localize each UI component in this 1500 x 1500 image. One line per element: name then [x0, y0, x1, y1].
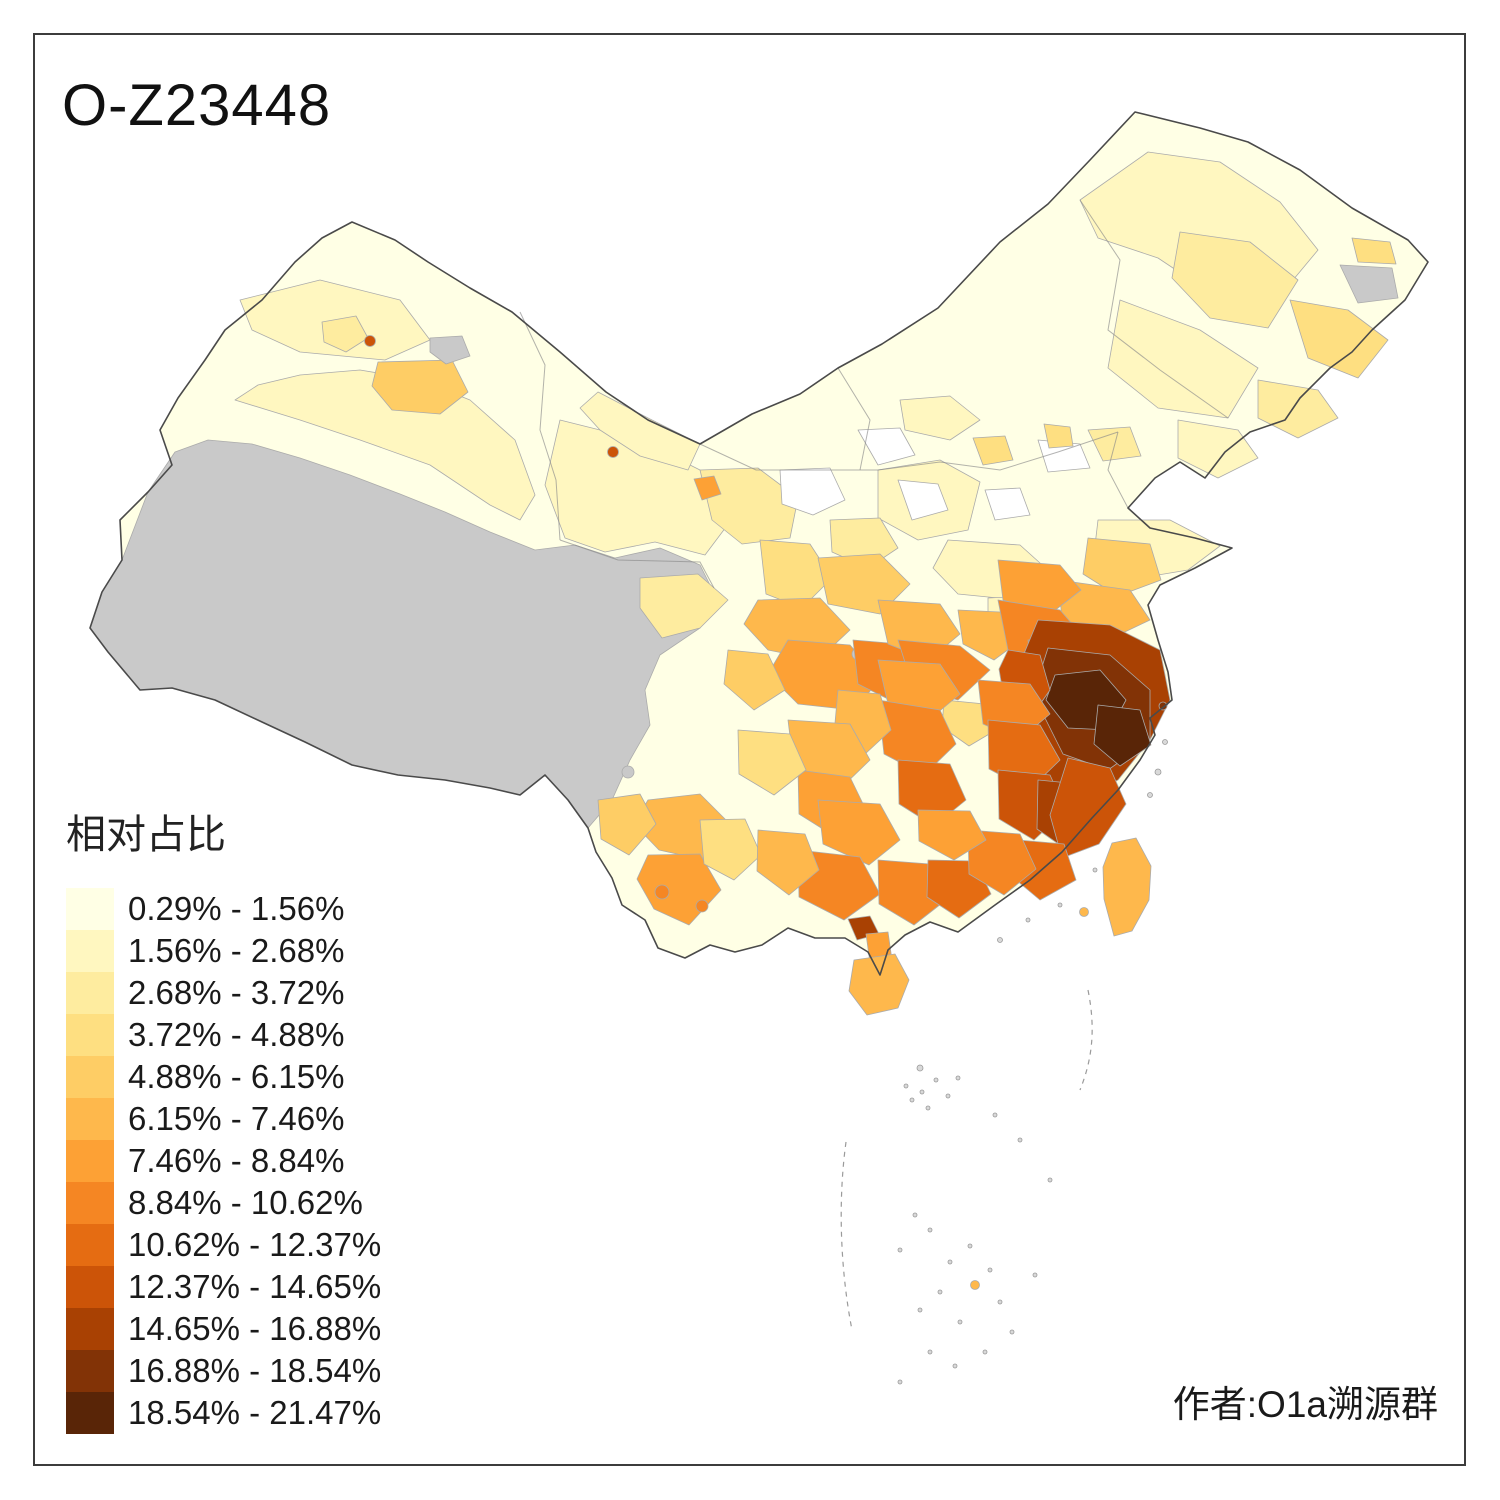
legend-label: 16.88% - 18.54% [128, 1352, 382, 1389]
map-region [737, 729, 807, 796]
map-region [897, 479, 949, 521]
map-region [917, 809, 987, 861]
legend-swatch [66, 888, 114, 930]
legend-swatch [66, 1182, 114, 1224]
map-region [779, 467, 846, 516]
map-region [364, 335, 376, 347]
map-region [1177, 419, 1259, 479]
map-region [877, 699, 957, 776]
map-region [1351, 237, 1397, 265]
legend-swatch [66, 1014, 114, 1056]
map-region [699, 467, 799, 545]
map-region [756, 829, 820, 896]
map-region [621, 765, 635, 779]
legend-label: 6.15% - 7.46% [128, 1100, 345, 1137]
legend-label: 4.88% - 6.15% [128, 1058, 345, 1095]
legend-label: 0.29% - 1.56% [128, 890, 345, 927]
map-region [1289, 299, 1389, 379]
map-region [1257, 379, 1339, 439]
legend-label: 10.62% - 12.37% [128, 1226, 382, 1263]
map-region [817, 553, 911, 615]
hainan-island [848, 953, 910, 1016]
map-region [1082, 537, 1162, 597]
legend-item: 3.72% - 4.88% [66, 1014, 381, 1056]
legend-label: 8.84% - 10.62% [128, 1184, 363, 1221]
national-boundary [89, 111, 1429, 976]
legend-swatch [66, 930, 114, 972]
legend-item: 18.54% - 21.47% [66, 1392, 381, 1434]
map-region [857, 427, 916, 466]
legend-title: 相对占比 [66, 813, 226, 857]
legend-label: 3.72% - 4.88% [128, 1016, 345, 1053]
map-region [1079, 907, 1089, 917]
taiwan-island [1102, 837, 1152, 937]
legend-swatch [66, 1224, 114, 1266]
legend-swatch [66, 1098, 114, 1140]
map-region [695, 899, 709, 913]
legend-label: 1.56% - 2.68% [128, 932, 345, 969]
attribution-text: 作者:O1a溯源群 [1172, 1384, 1438, 1425]
legend-items: 0.29% - 1.56% 1.56% - 2.68% 2.68% - 3.72% 3… [66, 888, 381, 1434]
map-region [654, 884, 670, 900]
map-region [1339, 264, 1399, 304]
province-borders [519, 199, 1229, 589]
map-region [1093, 704, 1152, 767]
map-region [1171, 231, 1299, 329]
map-region [693, 475, 722, 501]
legend: 相对占比 0.29% - 1.56% 1.56% - 2.68% 2.68% - 3… [66, 802, 381, 1434]
map-region [1043, 423, 1074, 449]
legend-swatch [66, 1056, 114, 1098]
legend-item: 2.68% - 3.72% [66, 972, 381, 1014]
map-region [759, 539, 833, 609]
legend-swatch [66, 1266, 114, 1308]
sea-islands [840, 739, 1168, 1385]
map-region [970, 1280, 980, 1290]
map-title: O-Z23448 [62, 73, 332, 138]
map-region [597, 793, 657, 856]
legend-item: 8.84% - 10.62% [66, 1182, 381, 1224]
map-region [1049, 757, 1127, 859]
map-regions [234, 151, 1399, 1016]
legend-label: 12.37% - 14.65% [128, 1268, 382, 1305]
map-region [321, 315, 369, 353]
map-region [997, 559, 1082, 616]
map-region [234, 369, 536, 521]
map-region [984, 487, 1031, 521]
legend-swatch [66, 1392, 114, 1434]
legend-swatch [66, 972, 114, 1014]
legend-item: 1.56% - 2.68% [66, 930, 381, 972]
legend-label: 18.54% - 21.47% [128, 1394, 382, 1431]
legend-label: 14.65% - 16.88% [128, 1310, 382, 1347]
legend-label: 7.46% - 8.84% [128, 1142, 345, 1179]
legend-item: 6.15% - 7.46% [66, 1098, 381, 1140]
legend-item: 12.37% - 14.65% [66, 1266, 381, 1308]
legend-item: 16.88% - 18.54% [66, 1350, 381, 1392]
map-region [797, 849, 881, 921]
legend-swatch [66, 1308, 114, 1350]
legend-item: 14.65% - 16.88% [66, 1308, 381, 1350]
plot-border [33, 33, 1466, 1466]
legend-item: 10.62% - 12.37% [66, 1224, 381, 1266]
map-region [899, 395, 981, 441]
map-region [817, 799, 901, 866]
legend-item: 7.46% - 8.84% [66, 1140, 381, 1182]
legend-item: 0.29% - 1.56% [66, 888, 381, 930]
legend-swatch [66, 1140, 114, 1182]
legend-item: 4.88% - 6.15% [66, 1056, 381, 1098]
map-region [429, 335, 471, 365]
map-region [967, 829, 1037, 896]
map-region [579, 391, 701, 471]
map-region [699, 818, 762, 881]
map-region [607, 446, 619, 458]
map-region [639, 573, 729, 639]
legend-swatch [66, 1350, 114, 1392]
map-region [972, 435, 1014, 466]
legend-label: 2.68% - 3.72% [128, 974, 345, 1011]
map-region [723, 649, 786, 711]
